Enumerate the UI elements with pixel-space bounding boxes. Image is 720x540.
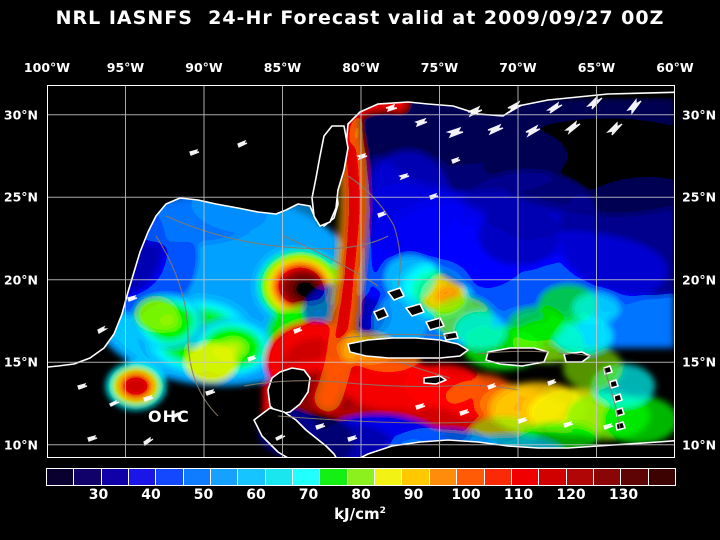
colorbar-segment xyxy=(375,469,403,485)
longitude-tick-label: 90°W xyxy=(185,60,223,75)
units-superscript: 2 xyxy=(379,506,386,516)
colorbar-segment xyxy=(539,469,567,485)
colorbar-segment xyxy=(320,469,348,485)
colorbar[interactable] xyxy=(46,468,676,486)
latitude-tick-label-left: 30°N xyxy=(3,107,38,123)
colorbar-segment xyxy=(129,469,157,485)
colorbar-tick-label: 110 xyxy=(503,487,534,503)
colorbar-segment xyxy=(429,469,458,485)
latitude-tick-label-right: 10°N xyxy=(682,437,717,453)
latitude-tick-label-left: 10°N xyxy=(3,437,38,453)
colorbar-segment xyxy=(156,469,184,485)
colorbar-segment xyxy=(402,469,430,485)
colorbar-tick-label: 120 xyxy=(556,487,586,503)
latitude-tick-label-right: 15°N xyxy=(682,354,717,370)
longitude-tick-label: 70°W xyxy=(499,60,537,75)
colorbar-units-label: kJ/cm2 xyxy=(0,505,720,523)
page-title: NRL IASNFS 24-Hr Forecast valid at 2009/… xyxy=(55,7,665,29)
colorbar-segment xyxy=(484,469,512,485)
latitude-tick-label-right: 20°N xyxy=(682,272,717,288)
colorbar-tick-label: 40 xyxy=(141,487,161,503)
colorbar-tick-label: 60 xyxy=(246,487,266,503)
colorbar-tick-label: 70 xyxy=(298,487,319,503)
colorbar-segment xyxy=(511,469,540,485)
longitude-tick-label: 100°W xyxy=(23,60,71,75)
longitude-tick-label: 80°W xyxy=(342,60,380,75)
colorbar-tick-label: 90 xyxy=(403,487,424,503)
colorbar-tick-label: 80 xyxy=(351,487,371,503)
latitude-tick-label-right: 25°N xyxy=(682,189,717,205)
colorbar-segment xyxy=(293,469,321,485)
colorbar-segment xyxy=(101,469,130,485)
colorbar-segment xyxy=(457,469,485,485)
ohc-heatmap-svg xyxy=(48,86,674,457)
ohc-map-plot[interactable] xyxy=(47,85,675,458)
longitude-tick-label: 95°W xyxy=(106,60,145,75)
colorbar-segment xyxy=(183,469,212,485)
latitude-tick-label-left: 20°N xyxy=(3,272,38,288)
colorbar-segment xyxy=(47,469,75,485)
longitude-tick-label: 65°W xyxy=(577,60,616,75)
colorbar-segment xyxy=(74,469,102,485)
colorbar-segment xyxy=(238,469,266,485)
colorbar-segment xyxy=(648,469,675,485)
longitude-tick-label: 75°W xyxy=(420,60,459,75)
colorbar-tick-labels: 30 40 50 60 70 80 90 100 110 120 130 xyxy=(46,487,676,507)
colorbar-tick-label: 100 xyxy=(451,487,481,503)
colorbar-tick-label: 130 xyxy=(608,487,639,503)
colorbar-segment xyxy=(621,469,649,485)
latitude-tick-label-left: 25°N xyxy=(3,189,38,205)
units-text: kJ/cm xyxy=(334,505,380,523)
colorbar-segment xyxy=(265,469,294,485)
colorbar-tick-label: 30 xyxy=(88,487,109,503)
colorbar-segment xyxy=(211,469,239,485)
colorbar-segment xyxy=(593,469,622,485)
longitude-tick-label: 60°W xyxy=(656,60,694,75)
colorbar-tick-label: 50 xyxy=(193,487,214,503)
longitude-tick-label: 85°W xyxy=(263,60,302,75)
colorbar-segment xyxy=(347,469,376,485)
colorbar-segment xyxy=(566,469,594,485)
ohc-annotation: OHC xyxy=(148,407,190,426)
latitude-tick-label-right: 30°N xyxy=(682,107,717,123)
latitude-tick-label-left: 15°N xyxy=(3,354,38,370)
